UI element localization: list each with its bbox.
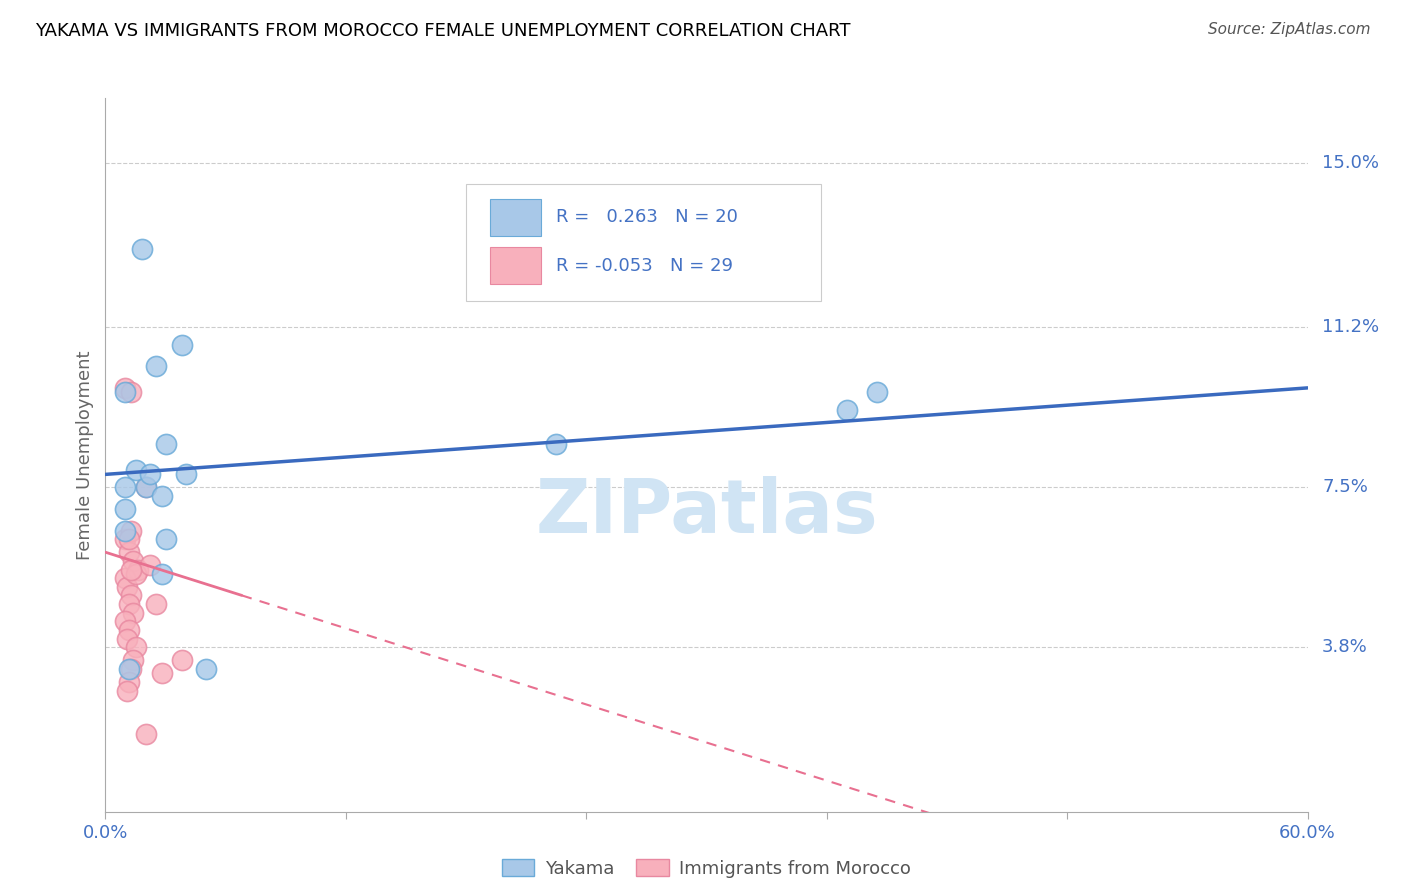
- Point: [150, 666, 173, 681]
- Point: [121, 662, 143, 676]
- Point: [118, 533, 141, 547]
- Point: [117, 683, 139, 698]
- Point: [546, 437, 568, 451]
- Point: [121, 385, 143, 400]
- Point: [114, 480, 136, 494]
- Text: YAKAMA VS IMMIGRANTS FROM MOROCCO FEMALE UNEMPLOYMENT CORRELATION CHART: YAKAMA VS IMMIGRANTS FROM MOROCCO FEMALE…: [35, 22, 851, 40]
- Point: [124, 640, 146, 655]
- Point: [121, 562, 143, 576]
- Point: [114, 524, 136, 538]
- Text: 3.8%: 3.8%: [1322, 639, 1368, 657]
- Point: [118, 662, 141, 676]
- Point: [155, 533, 177, 547]
- Point: [118, 545, 141, 559]
- Point: [170, 653, 193, 667]
- Text: 15.0%: 15.0%: [1322, 154, 1379, 172]
- Point: [174, 467, 197, 482]
- Point: [122, 554, 145, 568]
- Legend: Yakama, Immigrants from Morocco: Yakama, Immigrants from Morocco: [495, 852, 918, 885]
- Point: [124, 566, 146, 581]
- Point: [138, 467, 160, 482]
- Point: [170, 337, 193, 351]
- Point: [135, 480, 157, 494]
- Point: [117, 580, 139, 594]
- Point: [114, 502, 136, 516]
- Point: [135, 480, 157, 494]
- Text: ZIPatlas: ZIPatlas: [536, 475, 877, 549]
- Point: [114, 615, 136, 629]
- Text: 7.5%: 7.5%: [1322, 478, 1368, 496]
- Point: [145, 359, 167, 374]
- Point: [194, 662, 217, 676]
- Y-axis label: Female Unemployment: Female Unemployment: [76, 351, 94, 559]
- Point: [145, 597, 167, 611]
- Point: [118, 623, 141, 637]
- Point: [866, 385, 889, 400]
- Point: [121, 524, 143, 538]
- Point: [155, 437, 177, 451]
- Text: R =   0.263   N = 20: R = 0.263 N = 20: [557, 209, 738, 227]
- Point: [114, 381, 136, 395]
- Point: [150, 489, 173, 503]
- Point: [121, 589, 143, 603]
- Point: [150, 566, 173, 581]
- Point: [114, 533, 136, 547]
- Text: 11.2%: 11.2%: [1322, 318, 1379, 336]
- Point: [131, 243, 153, 257]
- Text: R = -0.053   N = 29: R = -0.053 N = 29: [557, 257, 734, 275]
- Point: [122, 653, 145, 667]
- FancyBboxPatch shape: [491, 247, 541, 285]
- Text: Source: ZipAtlas.com: Source: ZipAtlas.com: [1208, 22, 1371, 37]
- Point: [114, 385, 136, 400]
- Point: [124, 463, 146, 477]
- Point: [122, 606, 145, 620]
- Point: [127, 562, 149, 576]
- Point: [118, 675, 141, 690]
- Point: [117, 632, 139, 646]
- Point: [114, 571, 136, 585]
- FancyBboxPatch shape: [491, 199, 541, 235]
- Point: [135, 727, 157, 741]
- Point: [138, 558, 160, 573]
- FancyBboxPatch shape: [465, 184, 821, 301]
- Point: [835, 402, 858, 417]
- Point: [118, 597, 141, 611]
